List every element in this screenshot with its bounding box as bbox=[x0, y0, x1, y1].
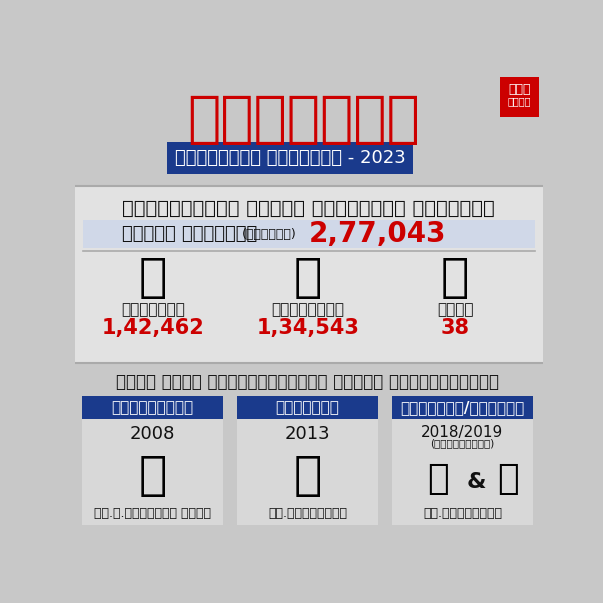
Text: ಒಟ್ಟು ಮತದಾರರು: ಒಟ್ಟು ಮತದಾರರು bbox=[122, 225, 257, 243]
Text: ಮಹಿಳೆಯರು: ಮಹಿಳೆಯರು bbox=[271, 302, 344, 317]
Text: ವಿಧಾನಸಭೆ ಚುನಾವಣೆ - 2023: ವಿಧಾನಸಭೆ ಚುನಾವಣೆ - 2023 bbox=[175, 149, 405, 167]
Text: ಮಹಾಲಕ್ಷ್ಮಿ ಲೇಔಟ್ ವಿಧಾನಸಭೆ ಕ್ಷೇತ್ರ: ಮಹಾಲಕ್ಷ್ಮಿ ಲೇಔಟ್ ವಿಧಾನಸಭೆ ಕ್ಷೇತ್ರ bbox=[121, 199, 494, 218]
Text: ನೇ.ಲ.ನರೇಂದ್ರ ಬಾಬು: ನೇ.ಲ.ನರೇಂದ್ರ ಬಾಬು bbox=[94, 507, 211, 520]
Text: ಕರ್ನಾಟಕ: ಕರ್ನಾಟಕ bbox=[188, 93, 420, 147]
Text: ಈಟಿ: ಈಟಿ bbox=[508, 83, 531, 96]
Text: ಇತರೆ: ಇತರೆ bbox=[437, 302, 473, 317]
Bar bbox=[81, 396, 223, 525]
Text: ಕಳೆದ ಮೂರು ಚುನಾವಣೆಯಲ್ಲಿ ಗೆದ್ದ ಅಭ್ಯರ್ಥಿಗಳು: ಕಳೆದ ಮೂರು ಚುನಾವಣೆಯಲ್ಲಿ ಗೆದ್ದ ಅಭ್ಯರ್ಥಿಗಳು bbox=[116, 373, 499, 391]
Text: ಕಾಂಗ್ರೆಸ್: ಕಾಂಗ್ರೆಸ್ bbox=[112, 400, 194, 415]
Bar bbox=[75, 72, 543, 186]
Bar bbox=[236, 396, 379, 419]
Text: 💃: 💃 bbox=[428, 462, 449, 496]
Text: 2018/2019: 2018/2019 bbox=[421, 425, 504, 440]
Bar bbox=[75, 186, 543, 364]
Text: ಭಾರತ: ಭಾರತ bbox=[508, 96, 531, 107]
Bar bbox=[236, 396, 379, 525]
Bar bbox=[500, 77, 539, 117]
Text: ಕೆ.ಗೋಪಾಲಯ್ಯ: ಕೆ.ಗೋಪಾಲಯ್ಯ bbox=[423, 507, 502, 520]
Text: 🧑: 🧑 bbox=[441, 256, 469, 302]
Text: 2,77,043: 2,77,043 bbox=[309, 220, 446, 248]
Text: 38: 38 bbox=[441, 318, 470, 338]
Text: 1,42,462: 1,42,462 bbox=[101, 318, 204, 338]
Bar bbox=[81, 396, 223, 419]
Bar bbox=[391, 396, 534, 525]
Text: 1,34,543: 1,34,543 bbox=[256, 318, 359, 338]
Bar bbox=[83, 220, 535, 248]
Text: (ಉಪಚುನಾವಣೆ): (ಉಪಚುನಾವಣೆ) bbox=[431, 438, 494, 449]
Text: 2013: 2013 bbox=[285, 425, 330, 443]
Text: 🖐: 🖐 bbox=[138, 454, 166, 499]
Text: 🌸: 🌸 bbox=[497, 462, 519, 496]
Bar bbox=[167, 142, 413, 174]
Text: 2008: 2008 bbox=[130, 425, 175, 443]
Text: &: & bbox=[467, 472, 487, 492]
Bar bbox=[75, 364, 543, 537]
Text: ಜೆಡಿಎಸ್/ಬಿಜೆಪಿ: ಜೆಡಿಎಸ್/ಬಿಜೆಪಿ bbox=[400, 400, 525, 415]
Text: 👩: 👩 bbox=[294, 256, 322, 302]
Text: (ಅಂದಾಜು): (ಅಂದಾಜು) bbox=[242, 227, 297, 241]
Text: 💃: 💃 bbox=[293, 454, 321, 499]
Text: ಕೆ.ಗೋಪಾಲಯ್ಯ: ಕೆ.ಗೋಪಾಲಯ್ಯ bbox=[268, 507, 347, 520]
Text: ಜೆಡಿಎಸ್: ಜೆಡಿಎಸ್ bbox=[276, 400, 339, 415]
Text: 👤: 👤 bbox=[139, 256, 167, 302]
Text: ಪುರುಷರು: ಪುರುಷರು bbox=[121, 302, 185, 317]
Bar bbox=[391, 396, 534, 419]
